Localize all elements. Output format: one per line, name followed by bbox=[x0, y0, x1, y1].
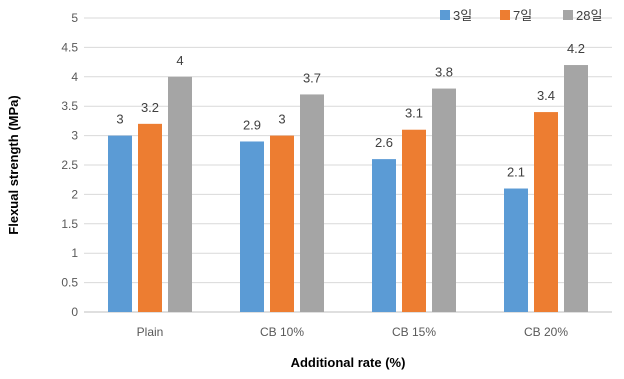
legend-swatch bbox=[500, 10, 510, 20]
data-label: 3.2 bbox=[141, 100, 159, 115]
data-label: 3.1 bbox=[405, 106, 423, 121]
bar bbox=[270, 135, 294, 312]
y-axis-ticks: 0 0.5 1 1.5 2 2.5 3 3.5 4 4.5 5 bbox=[61, 11, 78, 319]
gridlines bbox=[84, 17, 612, 313]
x-axis-ticks: Plain CB 10% CB 15% CB 20% bbox=[137, 325, 569, 339]
y-tick-label: 4.5 bbox=[61, 40, 78, 54]
data-label: 3 bbox=[116, 112, 123, 127]
y-tick-label: 3.5 bbox=[61, 99, 78, 113]
bar bbox=[108, 135, 132, 312]
data-label: 3.7 bbox=[303, 70, 321, 85]
bar bbox=[564, 65, 588, 312]
y-tick-label: 2 bbox=[71, 187, 78, 201]
bar bbox=[240, 141, 264, 312]
data-label: 3 bbox=[278, 112, 285, 127]
bars bbox=[108, 65, 588, 312]
data-label: 2.6 bbox=[375, 135, 393, 150]
data-labels: 3 3.2 4 2.9 3 3.7 2.6 3.1 3.8 2.1 3.4 4.2 bbox=[116, 41, 585, 179]
data-label: 4 bbox=[176, 53, 183, 68]
x-tick-label: CB 10% bbox=[260, 325, 304, 339]
data-label: 3.4 bbox=[537, 88, 555, 103]
y-tick-label: 3 bbox=[71, 129, 78, 143]
y-tick-label: 4 bbox=[71, 70, 78, 84]
x-tick-label: CB 15% bbox=[392, 325, 436, 339]
y-tick-label: 0 bbox=[71, 305, 78, 319]
legend-swatch bbox=[563, 10, 573, 20]
bar bbox=[402, 129, 426, 312]
legend: 3일 7일 28일 bbox=[440, 8, 602, 23]
legend-label: 7일 bbox=[513, 8, 532, 23]
x-tick-label: CB 20% bbox=[524, 325, 568, 339]
bar bbox=[168, 76, 192, 312]
legend-label: 28일 bbox=[576, 8, 602, 23]
data-label: 4.2 bbox=[567, 41, 585, 56]
x-axis-label: Additional rate (%) bbox=[291, 355, 406, 370]
y-tick-label: 5 bbox=[71, 11, 78, 25]
y-tick-label: 0.5 bbox=[61, 276, 78, 290]
bar bbox=[534, 112, 558, 312]
bar bbox=[300, 94, 324, 312]
data-label: 3.8 bbox=[435, 65, 453, 80]
bar bbox=[504, 188, 528, 312]
x-tick-label: Plain bbox=[137, 325, 164, 339]
y-tick-label: 1.5 bbox=[61, 217, 78, 231]
y-tick-label: 1 bbox=[71, 246, 78, 260]
legend-label: 3일 bbox=[453, 8, 472, 23]
data-label: 2.1 bbox=[507, 165, 525, 180]
legend-swatch bbox=[440, 10, 450, 20]
data-label: 2.9 bbox=[243, 117, 261, 132]
bar bbox=[432, 88, 456, 312]
y-axis-label: Flexual strength (MPa) bbox=[6, 95, 21, 234]
bar bbox=[138, 123, 162, 312]
y-tick-label: 2.5 bbox=[61, 158, 78, 172]
bar bbox=[372, 159, 396, 312]
